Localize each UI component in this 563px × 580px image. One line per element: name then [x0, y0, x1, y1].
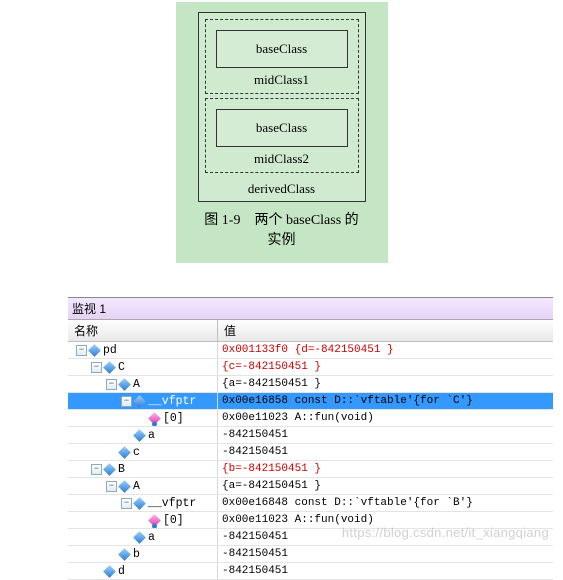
row-value: 0x00e16858 const D::`vftable'{for `C'} [218, 393, 553, 409]
row-value: {c=-842150451 } [218, 359, 553, 375]
member-diamond-icon [103, 565, 116, 578]
row-name: __vfptr [148, 495, 196, 511]
derived-class-box: baseClass midClass1 baseClass midClass2 … [198, 12, 366, 202]
class-diagram: baseClass midClass1 baseClass midClass2 … [176, 2, 388, 263]
member-diamond-icon [88, 344, 101, 357]
row-name-cell: c [68, 444, 218, 460]
diagram-caption: 图 1-9 两个 baseClass 的实例 [198, 202, 366, 255]
row-value: -842150451 [218, 563, 553, 579]
table-row[interactable]: c -842150451 [68, 444, 553, 461]
expand-toggle[interactable]: − [91, 464, 102, 475]
row-name-cell: −C [68, 359, 218, 375]
member-pink-icon [148, 412, 161, 425]
table-row[interactable]: −B{b=-842150451 } [68, 461, 553, 478]
base-class1-box: baseClass [216, 30, 348, 68]
row-name-cell: −A [68, 376, 218, 392]
expand-toggle[interactable]: − [76, 345, 87, 356]
row-value: {b=-842150451 } [218, 461, 553, 477]
member-diamond-icon [103, 463, 116, 476]
row-name: c [133, 444, 140, 460]
row-name-cell: −A [68, 478, 218, 494]
table-row[interactable]: d -842150451 [68, 563, 553, 580]
table-row[interactable]: −A{a=-842150451 } [68, 376, 553, 393]
member-diamond-icon [118, 548, 131, 561]
row-name-cell: − __vfptr [68, 393, 218, 409]
row-value: 0x00e11023 A::fun(void) [218, 410, 553, 426]
row-name: d [118, 563, 125, 579]
row-name: a [148, 427, 155, 443]
row-name: A [133, 478, 140, 494]
row-value: 0x001133f0 {d=-842150451 } [218, 342, 553, 358]
expand-toggle[interactable]: − [91, 362, 102, 373]
watch-title: 监视 1 [68, 298, 553, 320]
row-name: C [118, 359, 125, 375]
row-name-cell: d [68, 563, 218, 579]
table-row[interactable]: − __vfptr 0x00e16858 const D::`vftable'{fo… [68, 393, 553, 410]
mid-class1-box: baseClass midClass1 [205, 19, 359, 94]
row-value: -842150451 [218, 427, 553, 443]
watch-header: 名称 值 [68, 320, 553, 342]
member-diamond-icon [103, 361, 116, 374]
member-diamond-icon [118, 378, 131, 391]
expand-toggle[interactable]: − [121, 498, 132, 509]
row-name: A [133, 376, 140, 392]
row-name: [0] [163, 512, 184, 528]
row-name: __vfptr [148, 393, 196, 409]
table-row[interactable]: −C{c=-842150451 } [68, 359, 553, 376]
row-value: -842150451 [218, 546, 553, 562]
row-name-cell: a [68, 427, 218, 443]
row-name-cell: [0] [68, 410, 218, 426]
member-diamond-icon [118, 446, 131, 459]
row-name: b [133, 546, 140, 562]
row-name: pd [103, 342, 117, 358]
expand-toggle[interactable]: − [106, 379, 117, 390]
expand-toggle[interactable]: − [106, 481, 117, 492]
table-row[interactable]: −A{a=-842150451 } [68, 478, 553, 495]
table-row[interactable]: − pd 0x001133f0 {d=-842150451 } [68, 342, 553, 359]
mid-class1-label: midClass1 [216, 68, 348, 90]
member-diamond-icon [118, 480, 131, 493]
row-name-cell: −B [68, 461, 218, 477]
derived-class-label: derivedClass [205, 177, 359, 198]
table-row[interactable]: a -842150451 [68, 427, 553, 444]
expand-toggle[interactable]: − [121, 396, 132, 407]
row-name-cell: − __vfptr [68, 495, 218, 511]
mid-class2-label: midClass2 [216, 147, 348, 169]
diagram-container: baseClass midClass1 baseClass midClass2 … [0, 0, 563, 263]
row-value: {a=-842150451 } [218, 376, 553, 392]
row-name-cell: b [68, 546, 218, 562]
column-header-value[interactable]: 值 [218, 320, 553, 341]
member-diamond-icon [133, 497, 146, 510]
row-value: -842150451 [218, 444, 553, 460]
row-name: B [118, 461, 125, 477]
member-diamond-icon [133, 395, 146, 408]
row-name-cell: [0] [68, 512, 218, 528]
row-name-cell: − pd [68, 342, 218, 358]
row-name-cell: a [68, 529, 218, 545]
member-diamond-icon [133, 429, 146, 442]
watermark: https://blog.csdn.net/it_xiangqiang [342, 525, 549, 540]
table-row[interactable]: − __vfptr 0x00e16848 const D::`vftable'{fo… [68, 495, 553, 512]
mid-class2-box: baseClass midClass2 [205, 98, 359, 173]
base-class2-box: baseClass [216, 109, 348, 147]
member-diamond-icon [133, 531, 146, 544]
table-row[interactable]: [0] 0x00e11023 A::fun(void) [68, 410, 553, 427]
row-value: 0x00e16848 const D::`vftable'{for `B'} [218, 495, 553, 511]
column-header-name[interactable]: 名称 [68, 320, 218, 341]
row-value: {a=-842150451 } [218, 478, 553, 494]
member-pink-icon [148, 514, 161, 527]
row-name: [0] [163, 410, 184, 426]
watch-rows: −pd0x001133f0 {d=-842150451 }−C{c=-84215… [68, 342, 553, 580]
row-name: a [148, 529, 155, 545]
